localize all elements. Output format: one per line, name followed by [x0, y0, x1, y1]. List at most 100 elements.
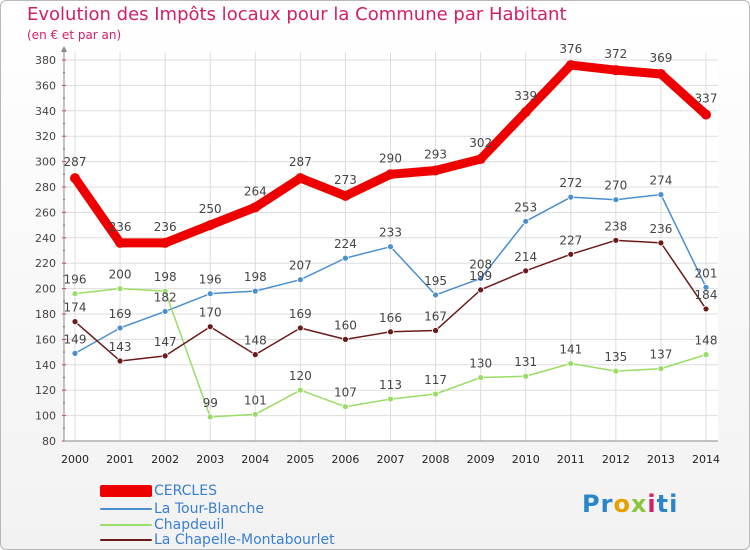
- data-point: [206, 413, 214, 421]
- data-point: [340, 190, 351, 201]
- data-label: 339: [514, 89, 537, 103]
- legend-item: La Chapelle-Montabourlet: [100, 532, 335, 547]
- data-label: 214: [514, 250, 537, 264]
- x-tick-label: 2002: [151, 453, 179, 466]
- data-point: [520, 107, 531, 118]
- data-label: 196: [64, 273, 87, 287]
- y-tick-label: 120: [35, 384, 56, 397]
- data-point: [296, 276, 304, 284]
- data-label: 201: [695, 266, 718, 280]
- data-label: 227: [559, 233, 582, 247]
- y-tick-label: 180: [35, 308, 56, 321]
- legend-item: CERCLES: [100, 483, 217, 498]
- chart-title: Evolution des Impôts locaux pour la Comm…: [27, 4, 567, 25]
- x-tick-label: 2007: [377, 453, 405, 466]
- legend-item: La Tour-Blanche: [100, 501, 264, 516]
- data-point: [432, 390, 439, 398]
- y-tick-label: 300: [35, 156, 56, 169]
- data-label: 287: [289, 155, 312, 169]
- legend-swatch: [100, 523, 152, 526]
- data-label: 376: [559, 42, 582, 56]
- legend-label: La Tour-Blanche: [154, 500, 264, 517]
- data-point: [612, 236, 620, 244]
- x-tick-label: 2011: [557, 453, 585, 466]
- data-label: 273: [334, 173, 357, 187]
- data-label: 148: [695, 334, 718, 348]
- data-label: 270: [604, 179, 627, 193]
- data-label: 272: [559, 176, 582, 190]
- y-tick-label: 200: [35, 283, 56, 296]
- data-label: 117: [424, 373, 447, 387]
- data-label: 198: [154, 270, 177, 284]
- x-tick-label: 2014: [692, 453, 720, 466]
- legend-label: La Chapelle-Montabourlet: [154, 531, 335, 548]
- data-point: [387, 243, 394, 251]
- y-tick-label: 100: [35, 410, 56, 423]
- y-tick-label: 280: [35, 181, 56, 194]
- data-point: [206, 323, 214, 331]
- x-tick-label: 2003: [196, 453, 224, 466]
- data-label: 101: [244, 393, 267, 407]
- data-label: 160: [334, 318, 357, 332]
- data-point: [567, 193, 575, 201]
- data-label: 130: [469, 357, 492, 371]
- data-label: 169: [109, 307, 132, 321]
- data-point: [161, 287, 169, 295]
- x-tick-label: 2008: [422, 453, 450, 466]
- brand-letter: ti: [656, 490, 679, 518]
- x-tick-label: 2005: [286, 453, 314, 466]
- data-label: 208: [469, 257, 492, 271]
- data-point: [342, 335, 349, 343]
- data-label: 274: [649, 174, 672, 188]
- data-label: 149: [64, 332, 87, 346]
- data-label: 195: [424, 274, 447, 288]
- data-label: 236: [109, 220, 132, 234]
- brand-letter: Pr: [582, 490, 614, 518]
- data-label: 372: [604, 47, 627, 61]
- data-point: [567, 360, 575, 367]
- y-tick-label: 380: [35, 54, 56, 67]
- data-point: [342, 403, 349, 411]
- data-label: 170: [199, 306, 222, 320]
- brand-letter: i: [647, 490, 657, 518]
- y-tick-label: 140: [35, 359, 56, 372]
- data-point: [385, 169, 396, 180]
- data-label: 141: [559, 343, 582, 357]
- data-label: 290: [379, 151, 402, 165]
- data-label: 337: [695, 92, 718, 106]
- x-tick-label: 2006: [331, 453, 359, 466]
- data-point: [71, 290, 79, 298]
- data-point: [522, 372, 530, 380]
- data-point: [522, 217, 530, 225]
- data-label: 143: [109, 340, 132, 354]
- data-point: [477, 286, 485, 294]
- data-point: [610, 65, 621, 76]
- brand-letter: o: [613, 490, 631, 518]
- data-point: [612, 196, 620, 204]
- data-label: 264: [244, 184, 267, 198]
- data-point: [161, 352, 169, 360]
- data-point: [71, 349, 79, 357]
- data-label: 137: [649, 348, 672, 362]
- data-point: [702, 351, 710, 359]
- data-label: 135: [604, 350, 627, 364]
- data-label: 207: [289, 259, 312, 273]
- x-tick-label: 2001: [106, 453, 134, 466]
- data-point: [251, 287, 259, 295]
- data-label: 302: [469, 136, 492, 150]
- legend-swatch: [100, 484, 152, 497]
- data-label: 113: [379, 378, 402, 392]
- data-point: [296, 324, 304, 332]
- data-point: [655, 68, 666, 79]
- data-point: [430, 165, 441, 176]
- brand-letter: x: [630, 490, 648, 518]
- data-label: 200: [109, 268, 132, 282]
- data-point: [251, 351, 259, 359]
- data-label: 166: [379, 311, 402, 325]
- x-tick-label: 2004: [241, 453, 269, 466]
- data-point: [612, 367, 620, 375]
- data-point: [657, 191, 665, 199]
- x-tick-label: 2009: [467, 453, 495, 466]
- data-point: [702, 305, 710, 313]
